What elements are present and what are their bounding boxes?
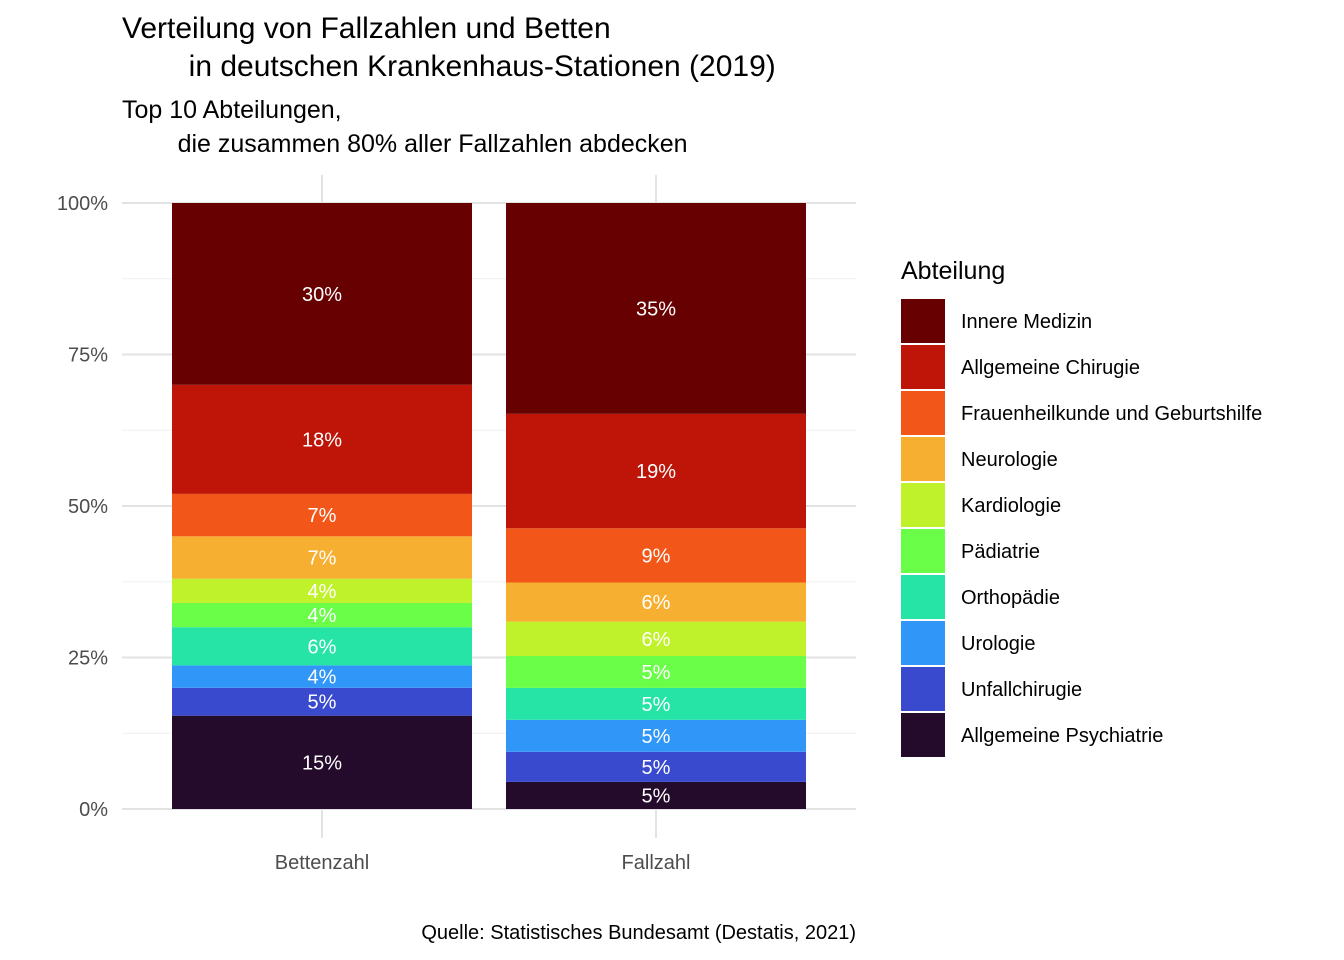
legend-swatch xyxy=(901,713,945,757)
x-tick-label: Fallzahl xyxy=(622,852,691,874)
bar-segment xyxy=(172,536,472,579)
legend-label: Kardiologie xyxy=(961,495,1061,517)
legend-label: Frauenheilkunde und Geburtshilfe xyxy=(961,403,1262,425)
legend-label: Allgemeine Chirugie xyxy=(961,357,1140,379)
legend-swatch xyxy=(901,667,945,711)
bar-segment xyxy=(506,781,806,809)
bar-segment xyxy=(506,751,806,782)
data-label: 18% xyxy=(302,429,342,451)
bar-segment xyxy=(172,715,472,809)
data-label: 5% xyxy=(308,692,337,714)
y-tick-label: 25% xyxy=(68,648,108,670)
legend-label: Urologie xyxy=(961,633,1035,655)
data-label: 4% xyxy=(308,605,337,627)
legend-swatch xyxy=(901,575,945,619)
data-label: 4% xyxy=(308,581,337,603)
y-tick-label: 50% xyxy=(68,496,108,518)
data-label: 15% xyxy=(302,752,342,774)
legend-label: Pädiatrie xyxy=(961,541,1040,563)
legend-swatch xyxy=(901,391,945,435)
data-label: 7% xyxy=(308,505,337,527)
legend-swatch xyxy=(901,437,945,481)
bar-stacks xyxy=(172,203,806,809)
data-labels: 15%5%4%6%4%4%7%7%18%30%5%5%5%5%5%6%6%9%1… xyxy=(302,284,676,808)
legend-label: Orthopädie xyxy=(961,587,1060,609)
chart-title: Verteilung von Fallzahlen und Betten in … xyxy=(122,12,776,83)
data-label: 6% xyxy=(642,592,671,614)
legend-swatch xyxy=(901,483,945,527)
y-tick-label: 75% xyxy=(68,345,108,367)
bar-segment xyxy=(172,578,472,603)
data-label: 5% xyxy=(642,662,671,684)
bar-segment xyxy=(172,627,472,666)
bar-segment xyxy=(172,665,472,688)
legend-swatch xyxy=(901,345,945,389)
bar-segment xyxy=(172,687,472,716)
y-tick-label: 0% xyxy=(79,799,108,821)
legend-swatch xyxy=(901,529,945,573)
data-label: 19% xyxy=(636,461,676,483)
x-tick-label: Bettenzahl xyxy=(275,852,370,874)
data-label: 6% xyxy=(642,629,671,651)
bar-segment xyxy=(506,203,806,414)
data-label: 5% xyxy=(642,785,671,807)
axis-tick-labels: Bettenzahl Fallzahl 0% 25% 50% 75% 100% xyxy=(57,193,691,874)
legend-label: Unfallchirugie xyxy=(961,679,1082,701)
bar-segment xyxy=(506,621,806,656)
data-label: 5% xyxy=(642,726,671,748)
bar-segment xyxy=(506,655,806,688)
data-label: 5% xyxy=(642,757,671,779)
legend-label: Neurologie xyxy=(961,449,1058,471)
data-label: 7% xyxy=(308,548,337,570)
bar-segment xyxy=(172,602,472,628)
data-label: 30% xyxy=(302,284,342,306)
chart-caption: Quelle: Statistisches Bundesamt (Destati… xyxy=(421,922,856,944)
data-label: 5% xyxy=(642,694,671,716)
data-label: 6% xyxy=(308,636,337,658)
legend-swatch xyxy=(901,299,945,343)
data-label: 35% xyxy=(636,298,676,320)
legend-label: Innere Medizin xyxy=(961,311,1092,333)
bar-segment xyxy=(506,528,806,583)
legend-swatch xyxy=(901,621,945,665)
bar-segment xyxy=(506,413,806,529)
bar-segment xyxy=(172,493,472,537)
data-label: 9% xyxy=(642,545,671,567)
legend-title: Abteilung xyxy=(901,257,1005,285)
bar-segment xyxy=(506,719,806,752)
data-label: 4% xyxy=(308,667,337,689)
legend: Abteilung Innere Medizin Allgemeine Chirug… xyxy=(901,257,1262,757)
y-tick-label: 100% xyxy=(57,193,108,215)
chart-subtitle: Top 10 Abteilungen, die zusammen 80% all… xyxy=(122,96,688,158)
bar-segment xyxy=(172,203,472,385)
legend-label: Allgemeine Psychiatrie xyxy=(961,725,1163,747)
bar-segment xyxy=(506,582,806,622)
bar-segment xyxy=(172,384,472,494)
bar-segment xyxy=(506,687,806,720)
